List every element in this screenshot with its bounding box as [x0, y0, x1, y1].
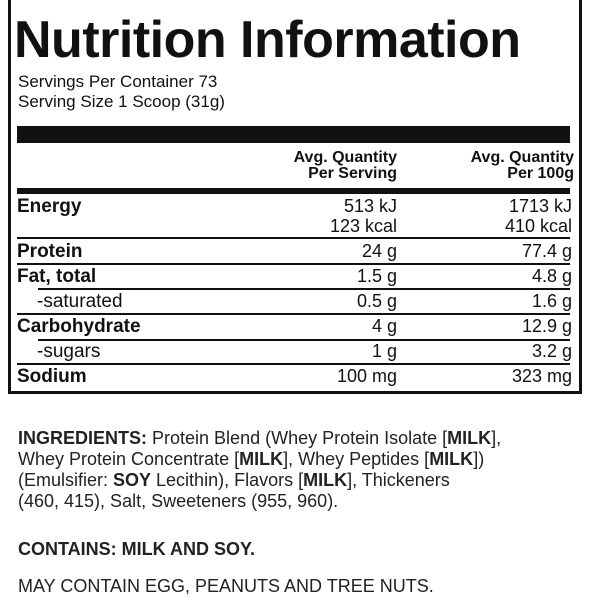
per-serving-value: 4 g: [371, 316, 397, 336]
row-divider: [17, 237, 570, 239]
contains-statement: CONTAINS: MILK AND SOY.: [18, 539, 255, 559]
per-serving-value: 513 kJ: [343, 196, 397, 216]
row-divider: [38, 339, 570, 341]
text: ],: [491, 428, 502, 448]
allergen: SOY: [113, 470, 152, 490]
ingredients-label: INGREDIENTS:: [18, 428, 148, 448]
row-label: Sodium: [17, 366, 87, 387]
header-bar: [17, 126, 570, 143]
allergen: MILK: [303, 470, 348, 490]
serving-size: Serving Size 1 Scoop (31g): [18, 92, 225, 111]
per-serving-value: 100 mg: [336, 366, 397, 386]
per-100g-value: 12.9 g: [521, 316, 572, 336]
per-100g-value: 323 mg: [511, 366, 572, 386]
row-label: -sugars: [37, 341, 101, 362]
allergen: MILK: [239, 449, 284, 469]
text: (460, 415), Salt, Sweeteners (955, 960).: [18, 491, 339, 511]
text: (Emulsifier:: [18, 470, 114, 490]
row-label: Fat, total: [17, 266, 97, 287]
text: Whey Protein Concentrate [: [18, 449, 240, 469]
text: Protein Blend (Whey Protein Isolate [: [147, 428, 448, 448]
ingredients-text: INGREDIENTS: Protein Blend (Whey Protein…: [18, 428, 598, 512]
servings-per-container: Servings Per Container 73: [18, 72, 218, 91]
per-serving-value: 24 g: [361, 241, 397, 261]
per-100g-value: 77.4 g: [521, 241, 572, 261]
allergen: MILK: [447, 428, 492, 448]
per-serving-value: 123 kcal: [329, 216, 397, 236]
header-line: Avg. Quantity: [293, 149, 397, 166]
row-label: Energy: [17, 196, 82, 217]
text: ], Whey Peptides [: [283, 449, 430, 469]
per-serving-value: 0.5 g: [356, 291, 397, 311]
per-serving-value: 1 g: [371, 341, 397, 361]
allergen: MILK: [429, 449, 474, 469]
header-per-serving: Avg. Quantity Per Serving: [197, 150, 397, 182]
text: ]): [473, 449, 485, 469]
text: ], Thickeners: [347, 470, 450, 490]
row-divider: [17, 263, 570, 265]
per-100g-value: 1.6 g: [531, 291, 572, 311]
row-divider: [38, 288, 570, 290]
may-contain-statement: MAY CONTAIN EGG, PEANUTS AND TREE NUTS.: [18, 576, 434, 596]
text: Lecithin), Flavors [: [151, 470, 304, 490]
per-100g-value: 4.8 g: [531, 266, 572, 286]
header-line: Avg. Quantity: [470, 149, 574, 166]
per-serving-value: 1.5 g: [356, 266, 397, 286]
row-label: Protein: [17, 241, 83, 262]
header-line: Per Serving: [308, 165, 397, 182]
header-line: Per 100g: [507, 165, 574, 182]
per-100g-value: 1713 kJ: [508, 196, 572, 216]
row-divider: [17, 363, 570, 365]
row-divider: [17, 313, 570, 315]
row-label: Carbohydrate: [17, 316, 141, 337]
panel-title: Nutrition Information: [14, 11, 521, 69]
row-label: -saturated: [37, 291, 123, 312]
header-per-100g: Avg. Quantity Per 100g: [374, 150, 574, 182]
header-divider: [17, 188, 570, 194]
nutrition-panel: [8, 0, 582, 394]
per-100g-value: 3.2 g: [531, 341, 572, 361]
per-100g-value: 410 kcal: [504, 216, 572, 236]
